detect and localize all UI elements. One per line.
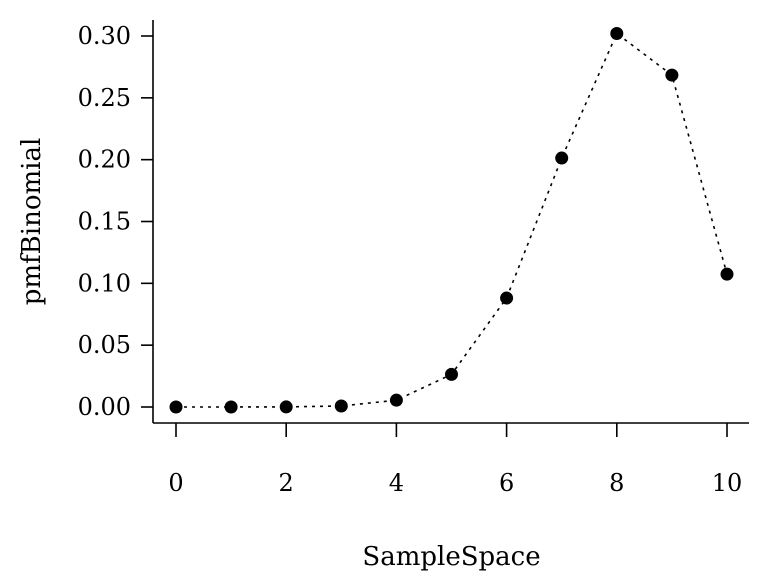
data-point (500, 291, 514, 305)
data-point (610, 27, 624, 41)
y-tick-label: 0.05 (78, 331, 131, 359)
data-point (555, 151, 569, 165)
x-tick-label: 10 (712, 469, 743, 497)
data-points (169, 27, 734, 414)
y-tick-label: 0.00 (78, 393, 131, 421)
data-point (334, 399, 348, 413)
data-point (224, 400, 238, 414)
series-line (176, 32, 728, 408)
data-point (279, 400, 293, 414)
x-axis: 0 2 4 6 8 10 (153, 422, 749, 497)
x-ticks: 0 2 4 6 8 10 (168, 423, 742, 497)
y-tick-label: 0.20 (78, 146, 131, 174)
y-tick-label: 0.25 (78, 84, 131, 112)
x-tick-label: 0 (168, 469, 183, 497)
y-ticks: 0.00 0.05 0.10 0.15 0.20 0.25 0.30 (78, 22, 153, 421)
y-tick-label: 0.30 (78, 22, 131, 50)
y-tick-label: 0.10 (78, 269, 131, 297)
x-axis-title: SampleSpace (362, 542, 540, 572)
y-axis: 0.00 0.05 0.10 0.15 0.20 0.25 0.30 (78, 20, 154, 423)
x-tick-label: 8 (609, 469, 624, 497)
data-point (720, 267, 734, 281)
data-point (665, 68, 679, 82)
y-axis-title: pmfBinomial (17, 138, 47, 306)
data-point (445, 367, 458, 381)
x-tick-label: 4 (389, 469, 404, 497)
y-tick-label: 0.15 (78, 208, 131, 236)
data-point (169, 400, 183, 414)
x-tick-label: 6 (499, 469, 514, 497)
x-tick-label: 2 (279, 469, 294, 497)
data-point (389, 393, 403, 407)
